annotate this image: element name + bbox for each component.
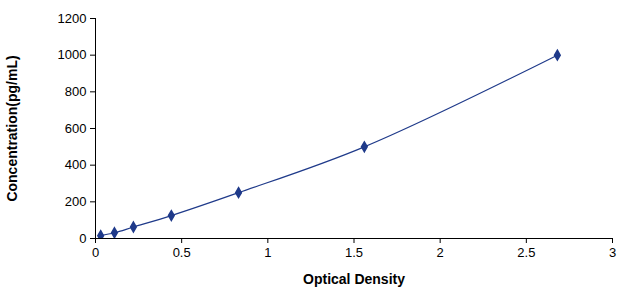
svg-text:0: 0 (79, 231, 86, 246)
svg-text:1200: 1200 (58, 11, 87, 26)
svg-text:3: 3 (609, 245, 616, 260)
svg-text:0.5: 0.5 (173, 245, 191, 260)
svg-text:0: 0 (92, 245, 99, 260)
svg-text:1000: 1000 (58, 47, 87, 62)
svg-text:2: 2 (437, 245, 444, 260)
svg-text:1.5: 1.5 (345, 245, 363, 260)
svg-text:Optical Density: Optical Density (303, 271, 405, 287)
svg-text:800: 800 (65, 84, 87, 99)
svg-text:200: 200 (65, 194, 87, 209)
svg-text:1: 1 (264, 245, 271, 260)
svg-text:Concentration(pg/mL): Concentration(pg/mL) (4, 55, 20, 201)
svg-text:600: 600 (65, 121, 87, 136)
svg-text:2.5: 2.5 (517, 245, 535, 260)
svg-text:400: 400 (65, 157, 87, 172)
